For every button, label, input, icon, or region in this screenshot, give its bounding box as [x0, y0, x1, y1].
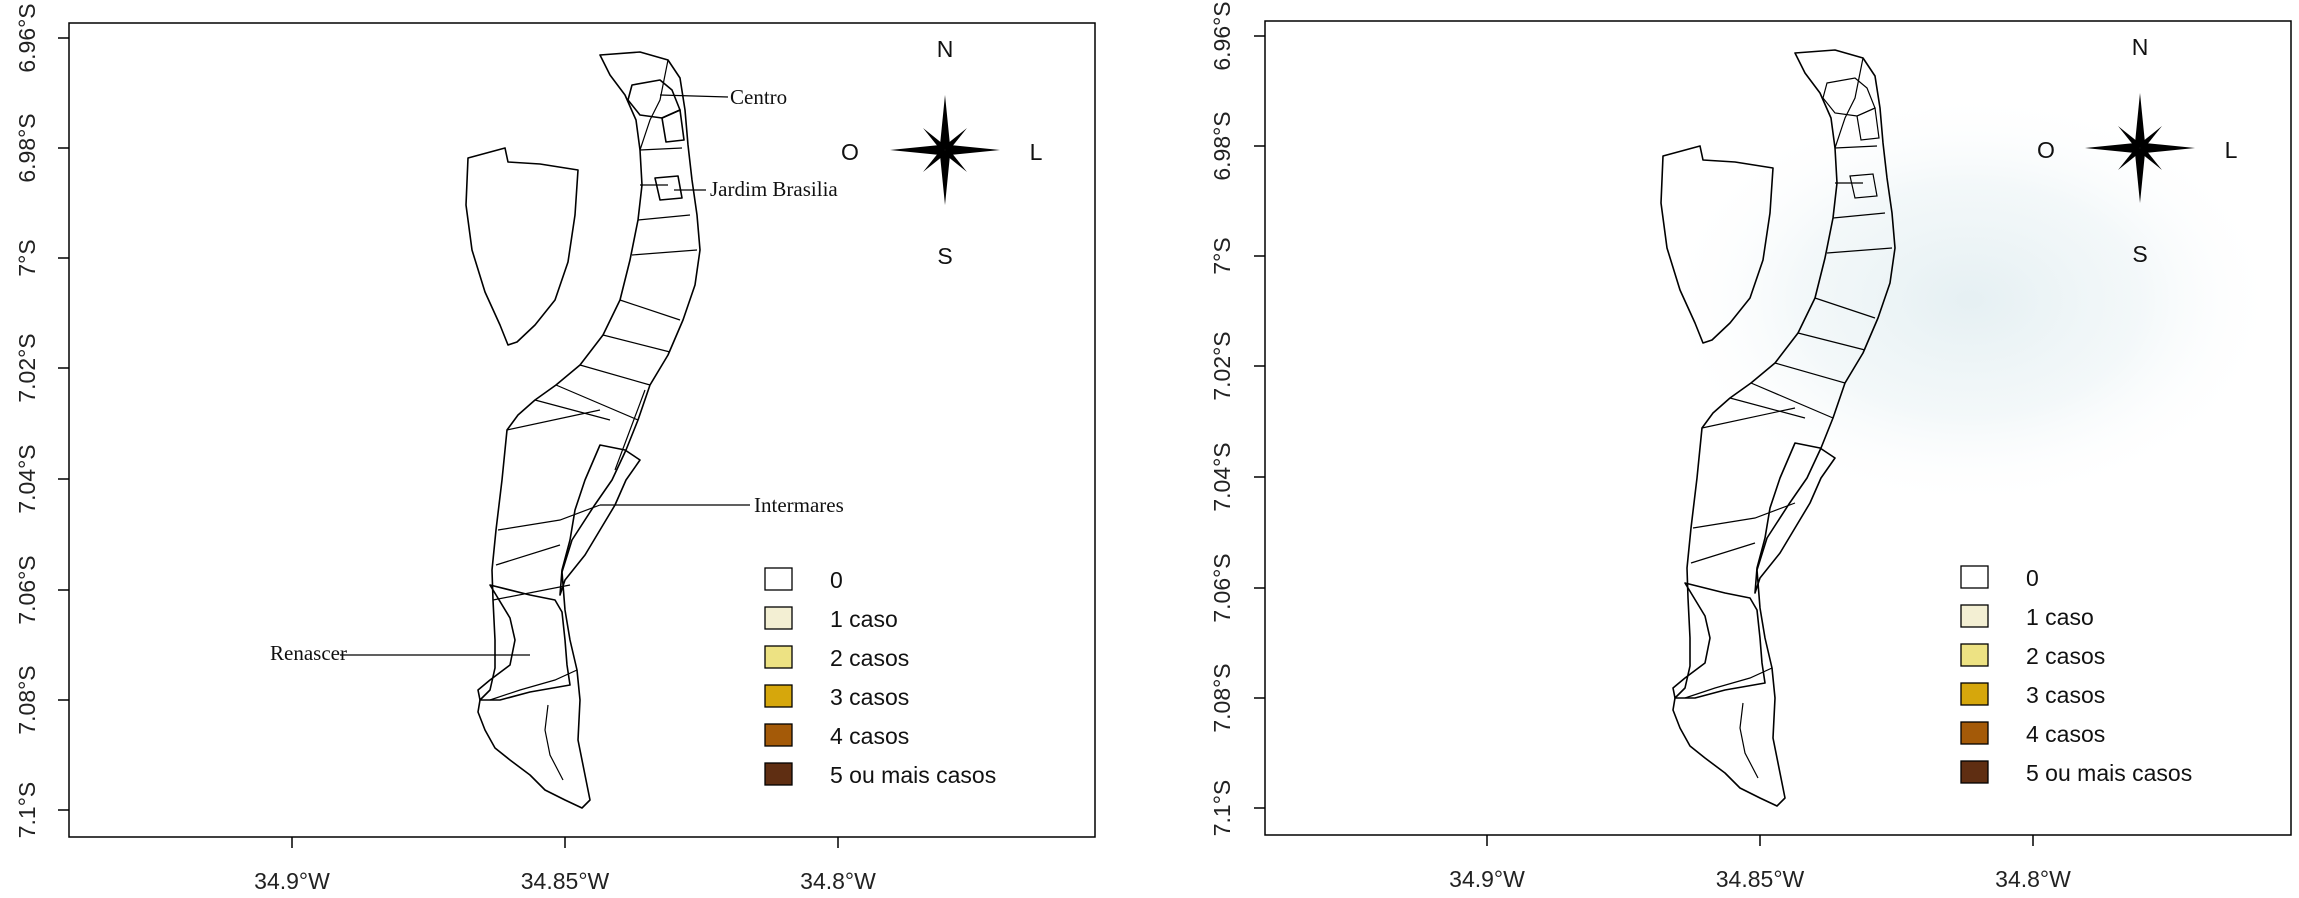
lon-tick-label: 34.8°W — [1995, 866, 2071, 892]
legend-label: 3 casos — [2026, 682, 2105, 708]
label-jardim-brasilia: Jardim Brasilia — [710, 177, 838, 201]
legend-swatch — [1960, 565, 1989, 589]
island-region — [1660, 145, 1774, 344]
compass-south: S — [937, 243, 952, 269]
compass-east: L — [2225, 137, 2238, 163]
legend-label: 4 casos — [2026, 721, 2105, 747]
lat-tick-label: 7.04°S — [14, 444, 40, 513]
lat-tick-label: 7.1°S — [14, 782, 40, 839]
legend-swatch — [1960, 604, 1989, 628]
legend-swatch — [1960, 721, 1989, 745]
compass-west: O — [2037, 137, 2055, 163]
legend-label: 2 casos — [830, 645, 909, 671]
label-renascer: Renascer — [270, 641, 347, 665]
legend-label: 1 caso — [830, 606, 898, 632]
region-renascer — [1672, 582, 1766, 699]
region-centro-ext — [661, 109, 685, 143]
lat-tick-label: 7.06°S — [1209, 553, 1235, 622]
label-intermares: Intermares — [754, 493, 844, 517]
island-region — [465, 147, 579, 346]
lat-tick-label: 7°S — [14, 239, 40, 276]
lat-tick-label: 6.96°S — [14, 3, 40, 72]
lon-tick-label: 34.85°W — [1716, 866, 1805, 892]
lat-tick-label: 7.1°S — [1209, 780, 1235, 837]
compass: N S O L — [2037, 34, 2238, 267]
lat-tick-label: 7.08°S — [14, 665, 40, 734]
lon-tick-label: 34.9°W — [1449, 866, 1525, 892]
legend-swatch — [764, 567, 793, 591]
lon-axis: 34.9°W 34.85°W 34.8°W — [254, 837, 876, 894]
municipality-outline — [477, 51, 701, 809]
lat-tick-label: 7.02°S — [1209, 331, 1235, 400]
legend-label: 4 casos — [830, 723, 909, 749]
legend-swatch — [1960, 643, 1989, 667]
lon-tick-label: 34.9°W — [254, 868, 330, 894]
legend-label: 0 — [830, 567, 843, 593]
lat-tick-label: 6.98°S — [14, 113, 40, 182]
region-jardim-brasilia — [654, 175, 683, 201]
lat-tick-label: 6.96°S — [1209, 1, 1235, 70]
region-renascer — [477, 584, 571, 701]
label-centro: Centro — [730, 85, 787, 109]
compass-north: N — [2132, 34, 2149, 60]
compass-north: N — [937, 36, 954, 62]
legend-swatch — [764, 723, 793, 747]
compass-east: L — [1030, 139, 1043, 165]
map-frame — [68, 22, 1096, 838]
lat-tick-label: 7.08°S — [1209, 663, 1235, 732]
legend-swatch — [1960, 682, 1989, 706]
lon-tick-label: 34.8°W — [800, 868, 876, 894]
background-haze — [1660, 90, 2280, 510]
legend-label: 0 — [2026, 565, 2039, 591]
legend-label: 5 ou mais casos — [2026, 760, 2192, 786]
legend-label: 5 ou mais casos — [830, 762, 996, 788]
lat-tick-label: 7.04°S — [1209, 442, 1235, 511]
legend-label: 1 caso — [2026, 604, 2094, 630]
region-labels: Centro Jardim Brasilia Intermares Renasc… — [270, 85, 844, 665]
lat-axis: 6.96°S 6.98°S 7°S 7.02°S 7.04°S 7.06°S 7… — [14, 3, 69, 838]
lon-tick-label: 34.85°W — [521, 868, 610, 894]
region-intermares — [1754, 442, 1836, 594]
lat-tick-label: 7°S — [1209, 237, 1235, 274]
neighborhood-boundaries — [489, 59, 698, 781]
legend: 0 1 caso 2 casos 3 casos 4 casos 5 ou ma… — [1960, 565, 2192, 786]
legend-label: 3 casos — [830, 684, 909, 710]
legend-swatch — [764, 645, 793, 669]
compass: N S O L — [841, 36, 1043, 269]
lon-axis: 34.9°W 34.85°W 34.8°W — [1449, 835, 2071, 892]
lat-tick-label: 7.02°S — [14, 333, 40, 402]
lat-tick-label: 6.98°S — [1209, 111, 1235, 180]
map-panel-left: 6.96°S 6.98°S 7°S 7.02°S 7.04°S 7.06°S 7… — [14, 3, 1096, 894]
compass-west: O — [841, 139, 859, 165]
compass-south: S — [2132, 241, 2147, 267]
legend: 0 1 caso 2 casos 3 casos 4 casos 5 ou ma… — [764, 567, 996, 788]
lat-axis: 6.96°S 6.98°S 7°S 7.02°S 7.04°S 7.06°S 7… — [1209, 1, 1265, 836]
municipality-outline — [1672, 49, 1896, 807]
lat-tick-label: 7.06°S — [14, 555, 40, 624]
legend-swatch — [764, 762, 793, 786]
legend-swatch — [764, 606, 793, 630]
legend-swatch — [1960, 760, 1989, 784]
legend-swatch — [764, 684, 793, 708]
map-panel-right: 6.96°S 6.98°S 7°S 7.02°S 7.04°S 7.06°S 7… — [1209, 1, 2292, 892]
neighborhood-boundaries — [1684, 57, 1893, 779]
legend-label: 2 casos — [2026, 643, 2105, 669]
region-intermares — [559, 444, 641, 596]
